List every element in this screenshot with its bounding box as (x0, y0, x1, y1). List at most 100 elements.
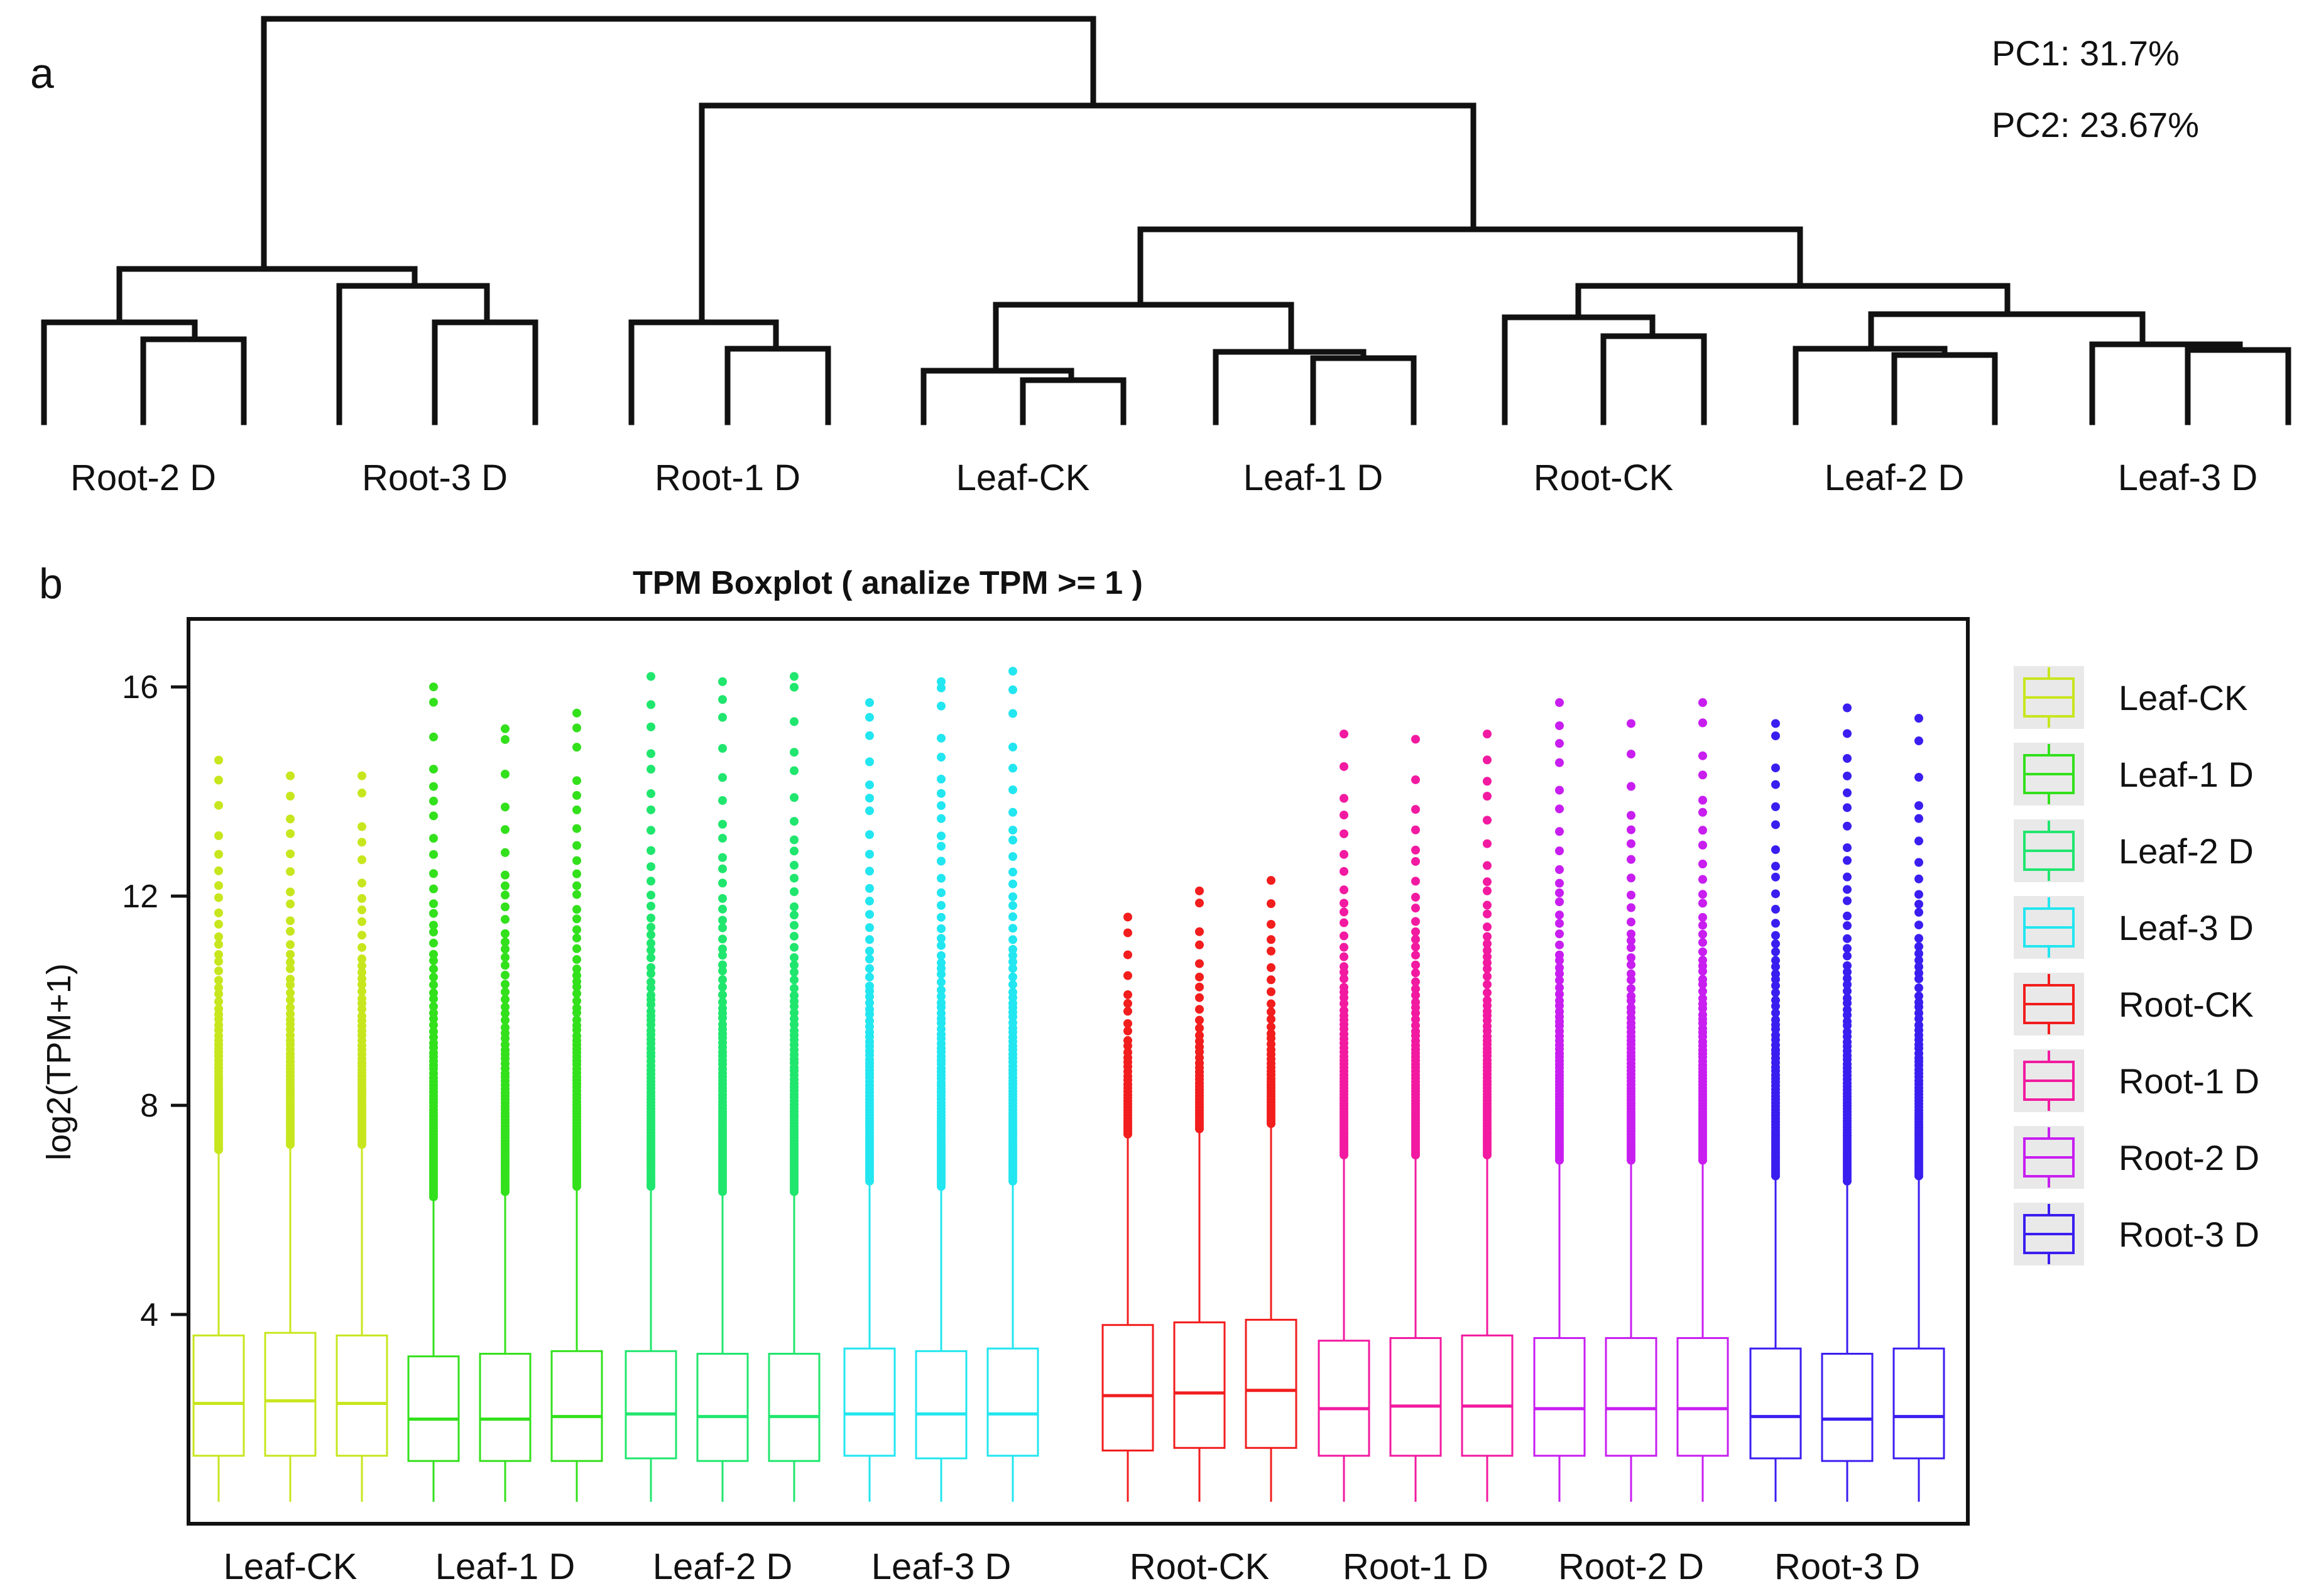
outlier-point (1627, 953, 1635, 963)
outlier-point (1843, 1017, 1852, 1026)
outlier-point (718, 744, 727, 753)
outlier-point (1483, 900, 1492, 910)
outlier-point (1627, 903, 1635, 912)
outlier-point (286, 814, 295, 824)
outlier-point (937, 992, 946, 1001)
outlier-point (1914, 942, 1923, 951)
outlier-point (865, 883, 874, 893)
outlier-point (286, 949, 295, 959)
outlier-point (1555, 976, 1564, 985)
outlier-point (501, 953, 510, 962)
outlier-point (501, 848, 510, 857)
outlier-point (572, 881, 581, 890)
outlier-point (1914, 992, 1923, 1001)
outlier-point (1914, 736, 1923, 746)
outlier-point (1914, 836, 1923, 846)
outlier-point (572, 776, 581, 785)
outlier-point (1698, 947, 1707, 956)
outlier-point (1411, 845, 1420, 855)
outlier-point (572, 805, 581, 814)
outliers (1627, 719, 1635, 1165)
box (1676, 1337, 1729, 1457)
outlier-point (718, 853, 727, 862)
outlier-point (1340, 762, 1348, 771)
outlier-point (1627, 890, 1635, 900)
outlier-point (1771, 802, 1780, 811)
outlier-point (1123, 928, 1132, 937)
outliers (286, 771, 295, 1149)
outlier-point (1267, 935, 1275, 944)
outlier-point (501, 937, 510, 947)
outlier-point (1267, 975, 1275, 985)
outlier-point (1008, 935, 1017, 944)
outlier-point (572, 1003, 581, 1013)
outlier-point (647, 963, 655, 972)
outlier-point (358, 905, 366, 915)
outlier-point (358, 987, 366, 996)
outlier-point (429, 909, 438, 918)
outlier-point (1340, 983, 1348, 992)
outlier-point (1771, 919, 1780, 928)
outlier-max-point (1340, 730, 1348, 739)
legend-label: Root-3 D (2119, 1215, 2259, 1254)
outlier-point (1555, 910, 1564, 920)
outlier-point (1698, 751, 1707, 760)
outlier-point (286, 849, 295, 858)
outlier-max-point (1771, 719, 1780, 728)
outlier-point (286, 867, 295, 877)
dendrogram-label: Leaf-2 D (1825, 457, 1964, 498)
outlier-point (1340, 999, 1348, 1008)
outlier-point (1843, 729, 1852, 738)
box (1461, 1334, 1514, 1457)
outliers (647, 672, 655, 1191)
outlier-max-point (1555, 698, 1564, 708)
outliers (790, 672, 799, 1196)
outlier-point (865, 998, 874, 1008)
outlier-point (1914, 801, 1923, 811)
outlier-point (1483, 958, 1492, 968)
outlier-point (358, 894, 366, 903)
legend: Leaf-CK Leaf-1 D Leaf-2 D Leaf-3 D Root-CK Ro… (2014, 666, 2259, 1265)
outlier-point (1555, 721, 1564, 730)
outliers (1843, 703, 1852, 1186)
outlier-point (1843, 980, 1852, 989)
outlier-point (865, 731, 874, 740)
outlier-point (1914, 998, 1923, 1007)
outlier-point (1411, 805, 1420, 814)
outlier-point (1771, 939, 1780, 949)
outlier-point (1267, 1029, 1275, 1039)
outlier-point (718, 695, 727, 704)
outlier-point (865, 923, 874, 932)
box-plot (1389, 735, 1442, 1502)
outlier-point (937, 733, 946, 743)
box (407, 1355, 460, 1462)
box (843, 1347, 896, 1457)
outlier-point (1008, 957, 1017, 966)
outlier-point (1914, 956, 1923, 965)
outlier-point (286, 887, 295, 897)
outlier-point (572, 944, 581, 953)
outlier-point (1008, 924, 1017, 933)
outlier-point (429, 782, 438, 791)
outlier-point (1195, 982, 1204, 992)
outlier-point (429, 988, 438, 998)
outlier-point (1843, 993, 1852, 1003)
outliers (1914, 714, 1923, 1181)
outlier-point (429, 921, 438, 930)
outlier-point (647, 877, 655, 886)
box-plot (336, 771, 388, 1502)
outlier-point (1555, 804, 1564, 814)
outlier-point (1627, 992, 1635, 1001)
outlier-point (1627, 782, 1635, 791)
outlier-point (1843, 771, 1852, 780)
outlier-point (429, 834, 438, 843)
outlier-point (429, 980, 438, 990)
outlier-point (647, 862, 655, 872)
box (1821, 1352, 1874, 1462)
box-plot (843, 698, 896, 1502)
outlier-point (937, 985, 946, 995)
outlier-point (429, 884, 438, 894)
legend-label: Root-1 D (2119, 1061, 2259, 1101)
outlier-point (1123, 950, 1132, 959)
outlier-point (501, 870, 510, 880)
